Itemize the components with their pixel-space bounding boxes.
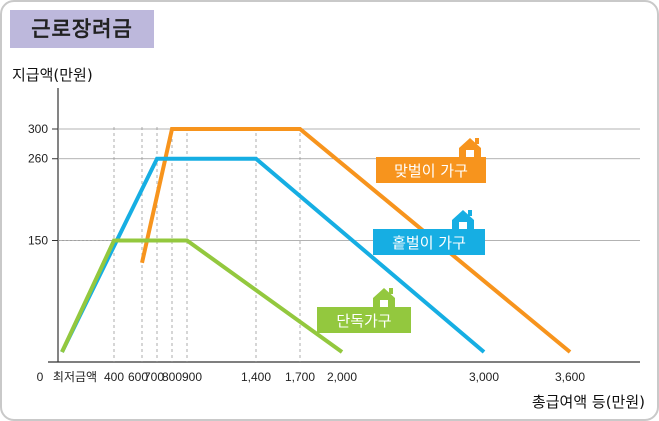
title-box: 근로장려금: [10, 10, 154, 48]
x-tick-label: 800: [162, 370, 182, 384]
x-tick-label: 0: [37, 370, 44, 384]
x-tick-label: 3,000: [469, 370, 499, 384]
x-tick-label: 2,000: [327, 370, 357, 384]
series-label-box: [317, 307, 411, 333]
series-label-text: 맞벌이 가구: [394, 162, 468, 180]
x-tick-label: 700: [144, 370, 164, 384]
x-axis-label: 총급여액 등(만원): [531, 393, 645, 411]
series-line-green-line: [60, 238, 344, 354]
house-icon: [459, 138, 481, 157]
y-tick-label: 300: [28, 122, 48, 136]
y-tick-label: 260: [28, 152, 48, 166]
x-tick-label: 400: [104, 370, 124, 384]
series-label-text: 단독가구: [336, 312, 391, 330]
house-icon: [373, 288, 395, 307]
series-label-orange-line: 맞벌이 가구: [376, 138, 486, 183]
x-tick-label: 600: [128, 370, 148, 384]
series-label-blue-line: 홑벌이 가구: [373, 210, 485, 255]
x-tick-label: 900: [182, 370, 202, 384]
series-label-box: [376, 157, 486, 183]
series-label-box: [373, 229, 485, 255]
y-axis-label: 지급액(만원): [12, 66, 93, 84]
house-chimney: [389, 288, 393, 294]
x-tick-label: 3,600: [555, 370, 585, 384]
series-label-green-line: 단독가구: [317, 288, 411, 333]
x-tick-label: 최저금액: [53, 370, 97, 384]
series-line-blue-line: [60, 156, 486, 354]
series-label-text: 홑벌이 가구: [392, 234, 466, 252]
house-chimney: [475, 138, 479, 144]
y-tick-label: 150: [28, 234, 48, 248]
chart-title: 근로장려금: [31, 17, 133, 41]
house-icon: [452, 210, 474, 229]
house-chimney: [468, 210, 472, 216]
x-tick-label: 1,400: [241, 370, 271, 384]
x-tick-label: 1,700: [285, 370, 315, 384]
